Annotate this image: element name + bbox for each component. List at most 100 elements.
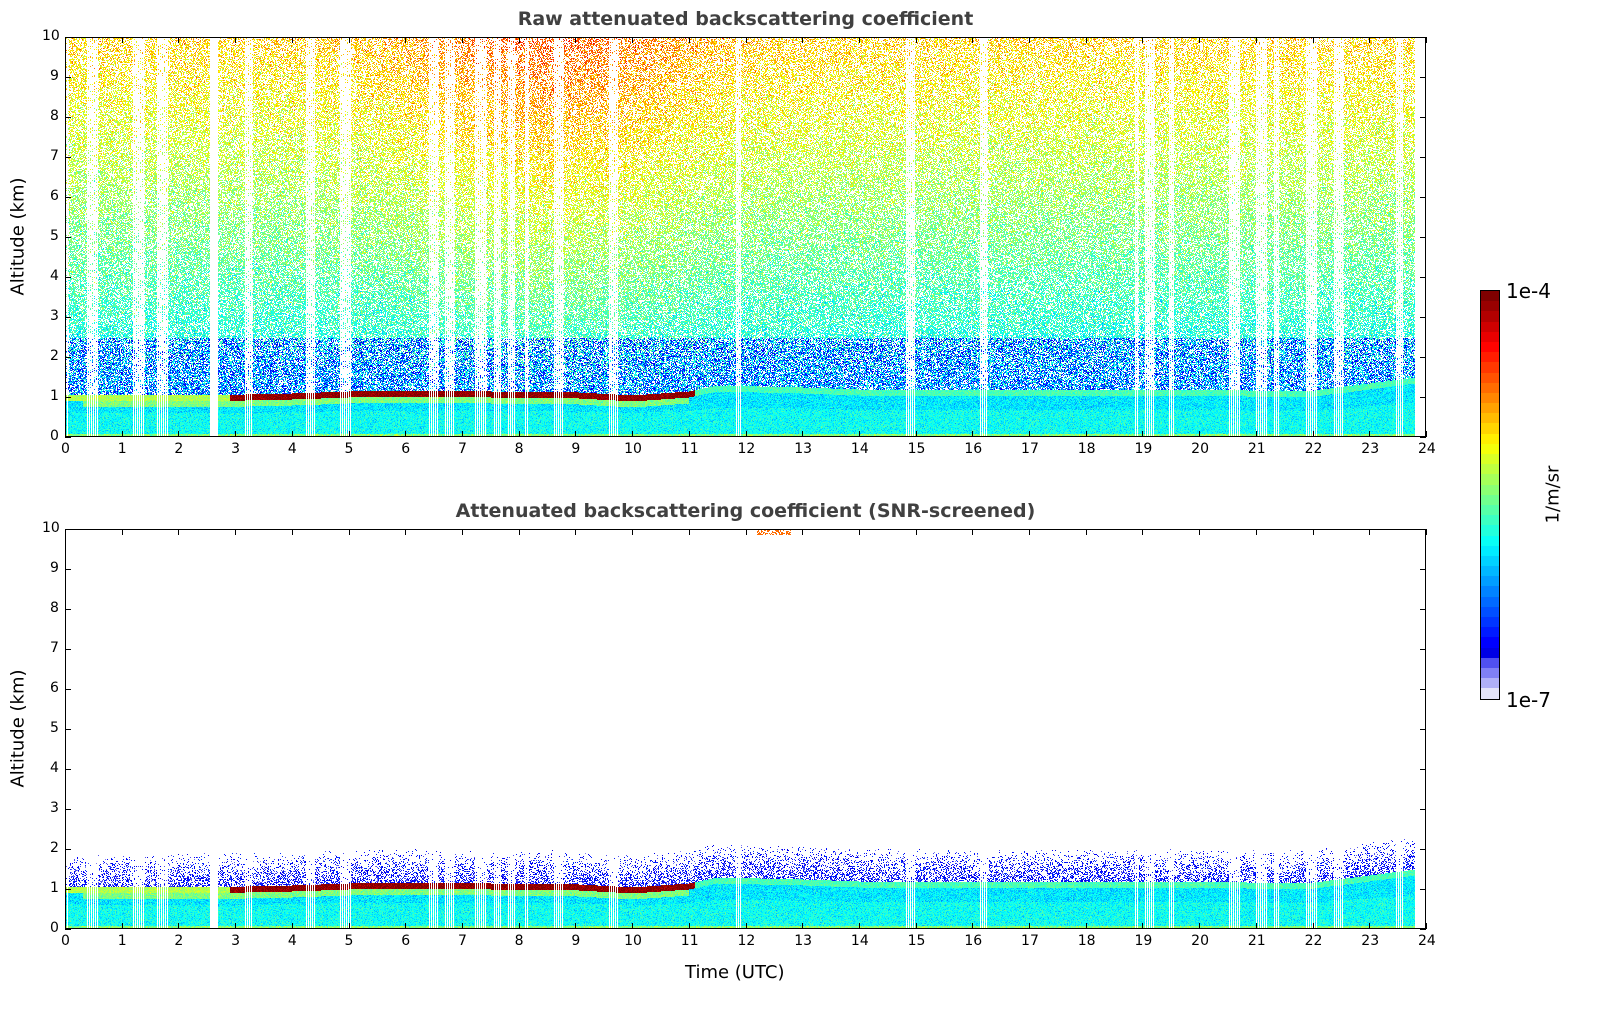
- x-tick-label: 21: [1247, 441, 1266, 457]
- x-tick-mark: [745, 923, 747, 929]
- y-tick-mark: [65, 157, 71, 158]
- x-tick-label: 4: [287, 441, 297, 457]
- x-tick-mark: [858, 431, 860, 437]
- x-tick-mark: [1029, 923, 1031, 929]
- colorbar-step: [1481, 443, 1499, 454]
- x-tick-label: 3: [231, 933, 241, 949]
- x-tick-label: 1: [117, 441, 127, 457]
- colorbar-label: 1/m/sr: [1542, 465, 1564, 524]
- x-tick-label: 15: [907, 933, 926, 949]
- y-tick-label: 4: [50, 760, 59, 776]
- x-tick-mark: [1199, 431, 1201, 437]
- x-tick-label: 12: [737, 933, 756, 949]
- x-tick-mark: [405, 923, 407, 929]
- x-tick-mark: [405, 37, 407, 43]
- y-tick-mark: [1420, 397, 1426, 398]
- x-tick-mark: [575, 431, 577, 437]
- colorbar-step: [1481, 301, 1499, 312]
- colorbar-max-label: 1e-4: [1506, 279, 1551, 303]
- y-tick-mark: [65, 609, 71, 610]
- x-tick-mark: [575, 37, 577, 43]
- colorbar-step: [1481, 433, 1499, 444]
- y-tick-label: 8: [50, 108, 59, 124]
- x-tick-mark: [121, 37, 123, 43]
- x-tick-mark: [1255, 529, 1257, 535]
- x-tick-mark: [291, 923, 293, 929]
- x-tick-mark: [348, 37, 350, 43]
- colorbar-step: [1481, 311, 1499, 322]
- x-tick-mark: [858, 529, 860, 535]
- colorbar-step: [1481, 606, 1499, 617]
- x-tick-mark: [1199, 529, 1201, 535]
- x-tick-mark: [1312, 431, 1314, 437]
- x-tick-mark: [1255, 431, 1257, 437]
- y-tick-label: 9: [50, 560, 59, 576]
- x-tick-label: 8: [514, 441, 524, 457]
- x-tick-mark: [518, 529, 520, 535]
- colorbar-step: [1481, 362, 1499, 373]
- colorbar-step: [1481, 617, 1499, 628]
- y-tick-label: 2: [50, 348, 59, 364]
- colorbar-step: [1481, 647, 1499, 658]
- bottom-y-axis-label: Altitude (km): [7, 669, 29, 788]
- x-axis-label: Time (UTC): [685, 962, 785, 983]
- x-tick-mark: [518, 37, 520, 43]
- x-tick-label: 7: [457, 933, 467, 949]
- y-tick-mark: [65, 529, 71, 530]
- x-tick-mark: [405, 529, 407, 535]
- x-tick-mark: [858, 37, 860, 43]
- y-tick-mark: [65, 689, 71, 690]
- colorbar-step: [1481, 637, 1499, 648]
- x-tick-label: 7: [457, 441, 467, 457]
- x-tick-label: 10: [624, 441, 642, 457]
- colorbar-step: [1481, 515, 1499, 526]
- x-tick-mark: [632, 37, 634, 43]
- x-tick-mark: [178, 529, 180, 535]
- x-tick-mark: [121, 431, 123, 437]
- y-tick-label: 5: [50, 228, 59, 244]
- x-tick-mark: [745, 529, 747, 535]
- colorbar-step: [1481, 678, 1499, 689]
- y-tick-mark: [1420, 197, 1426, 198]
- x-tick-label: 24: [1418, 933, 1436, 949]
- y-tick-mark: [1420, 889, 1426, 890]
- x-tick-mark: [291, 529, 293, 535]
- x-tick-mark: [802, 529, 804, 535]
- colorbar-step: [1481, 423, 1499, 434]
- x-tick-label: 23: [1361, 441, 1380, 457]
- y-tick-label: 6: [50, 680, 59, 696]
- colorbar-step: [1481, 627, 1499, 638]
- colorbar-step: [1481, 657, 1499, 668]
- x-tick-label: 2: [174, 441, 184, 457]
- colorbar-step: [1481, 688, 1499, 699]
- colorbar-step: [1481, 291, 1499, 302]
- x-tick-mark: [405, 431, 407, 437]
- y-tick-mark: [1420, 689, 1426, 690]
- x-tick-label: 22: [1304, 933, 1323, 949]
- colorbar-step: [1481, 596, 1499, 607]
- x-tick-label: 21: [1247, 933, 1266, 949]
- x-tick-label: 14: [850, 933, 869, 949]
- x-tick-label: 5: [344, 933, 354, 949]
- x-tick-mark: [802, 431, 804, 437]
- x-tick-mark: [1255, 923, 1257, 929]
- x-tick-label: 24: [1418, 441, 1436, 457]
- x-tick-label: 3: [231, 441, 241, 457]
- colorbar-step: [1481, 555, 1499, 567]
- x-tick-mark: [178, 431, 180, 437]
- y-tick-mark: [65, 769, 71, 770]
- y-tick-mark: [1420, 569, 1426, 570]
- y-tick-mark: [65, 889, 71, 890]
- x-tick-label: 9: [571, 441, 581, 457]
- colorbar-step: [1481, 586, 1499, 597]
- x-tick-label: 23: [1361, 933, 1380, 949]
- colorbar-step: [1481, 576, 1499, 587]
- colorbar-step: [1481, 372, 1499, 383]
- colorbar-step: [1481, 504, 1499, 516]
- top-chart-title: Raw attenuated backscattering coefficien…: [517, 8, 974, 30]
- y-tick-label: 7: [50, 640, 59, 656]
- y-tick-mark: [1420, 237, 1426, 238]
- colorbar-step: [1481, 494, 1499, 505]
- y-tick-mark: [1420, 37, 1426, 38]
- y-tick-mark: [65, 397, 71, 398]
